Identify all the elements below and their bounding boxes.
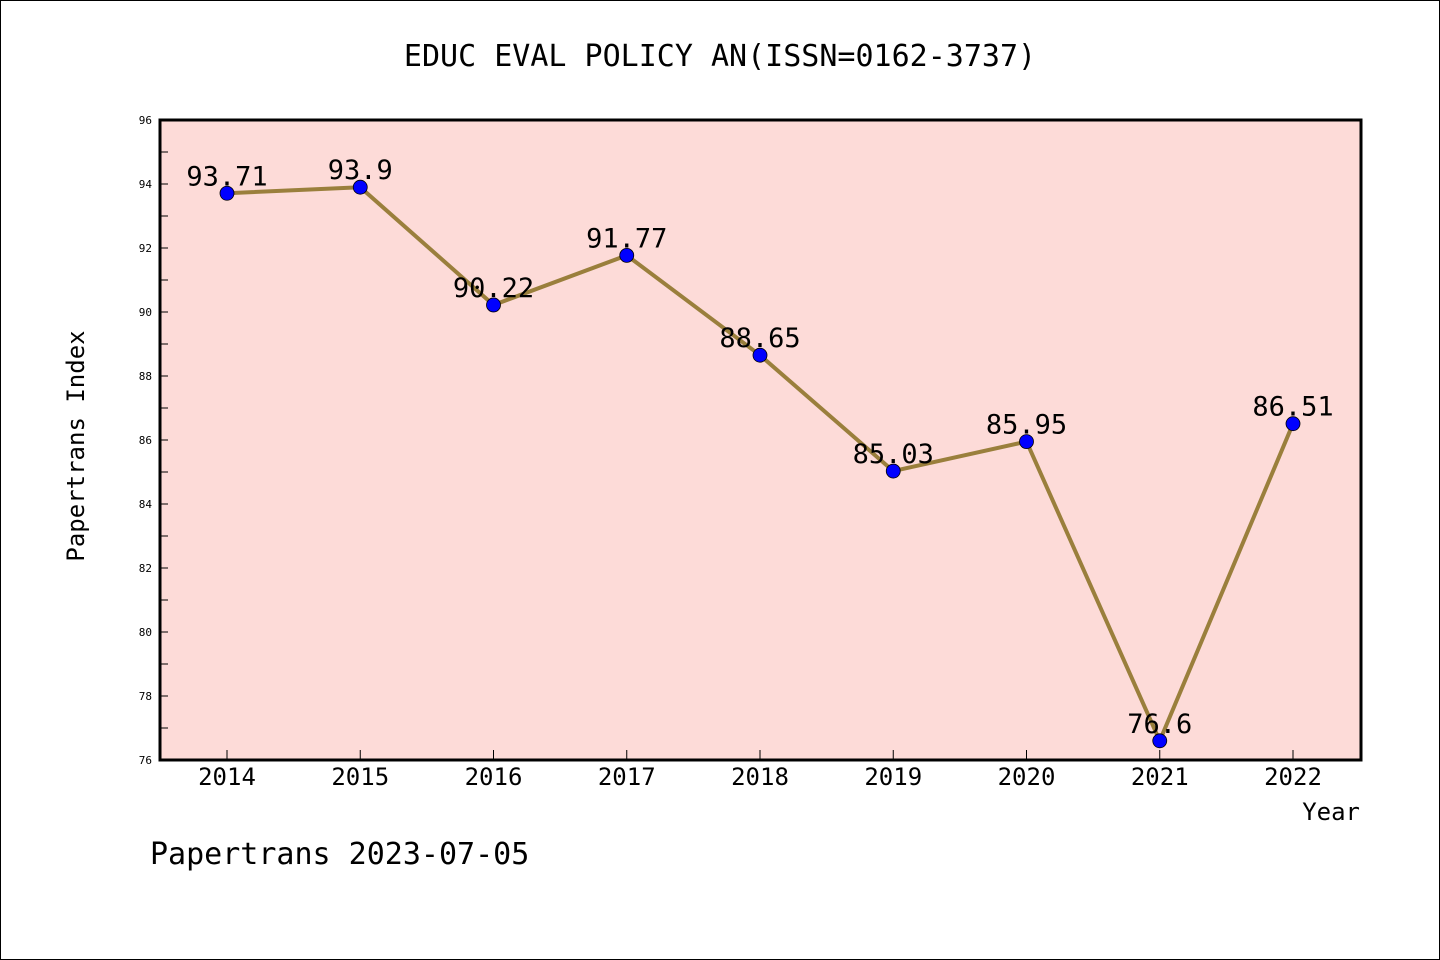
data-point: [352, 179, 368, 195]
x-axis-label: Year: [1302, 798, 1360, 826]
data-label: 85.95: [986, 410, 1067, 441]
x-tick-label: 2022: [1264, 763, 1322, 791]
data-point: [486, 297, 501, 313]
y-tick-label: 76: [139, 754, 152, 767]
data-point: [1152, 733, 1168, 749]
x-tick-label: 2016: [465, 763, 523, 791]
x-tick-label: 2020: [998, 763, 1056, 791]
x-tick-label: 2021: [1131, 763, 1189, 791]
x-tick-label: 2014: [198, 763, 256, 791]
plot-area: [158, 118, 1363, 762]
data-point: [1019, 434, 1034, 450]
series-papertrans-index: [219, 179, 1301, 749]
y-tick-label: 88: [139, 370, 152, 383]
footer-credit: Papertrans 2023-07-05: [150, 837, 529, 872]
y-axis: 76 78 80 82 84 86 88 90 92 94 96: [139, 114, 168, 767]
x-tick-label: 2019: [864, 763, 922, 791]
y-tick-label: 80: [139, 626, 152, 639]
y-tick-label: 82: [139, 562, 152, 575]
y-tick-label: 94: [139, 178, 153, 191]
y-axis-label: Papertrans Index: [62, 330, 90, 561]
data-point: [752, 347, 768, 363]
y-tick-label: 90: [139, 306, 152, 319]
x-tick-label: 2015: [331, 763, 389, 791]
data-label: 76.6: [1127, 709, 1192, 740]
y-tick-label: 78: [139, 690, 152, 703]
y-tick-label: 96: [139, 114, 152, 127]
data-point: [885, 463, 901, 479]
x-tick-label: 2018: [731, 763, 789, 791]
data-label: 86.51: [1252, 392, 1333, 423]
data-point: [619, 247, 635, 263]
data-point: [1285, 416, 1301, 432]
data-labels: 93.71 93.9 90.22 91.77 88.65 85.03 85.95 76.6 86…: [186, 155, 1333, 740]
data-label: 85.03: [853, 439, 934, 470]
y-tick-label: 92: [139, 242, 152, 255]
data-label: 88.65: [719, 323, 800, 354]
x-tick-label: 2017: [598, 763, 656, 791]
x-axis: 2014 2015 2016 2017 2018 2019 2020 2021 2022: [198, 750, 1322, 791]
y-tick-label: 86: [139, 434, 152, 447]
data-label: 93.9: [328, 155, 393, 186]
data-label: 90.22: [453, 273, 534, 304]
chart-title: EDUC EVAL POLICY AN(ISSN=0162-3737): [404, 39, 1036, 74]
data-label: 93.71: [186, 161, 267, 192]
y-tick-label: 84: [139, 498, 153, 511]
data-label: 91.77: [586, 223, 667, 254]
data-point: [219, 185, 235, 201]
